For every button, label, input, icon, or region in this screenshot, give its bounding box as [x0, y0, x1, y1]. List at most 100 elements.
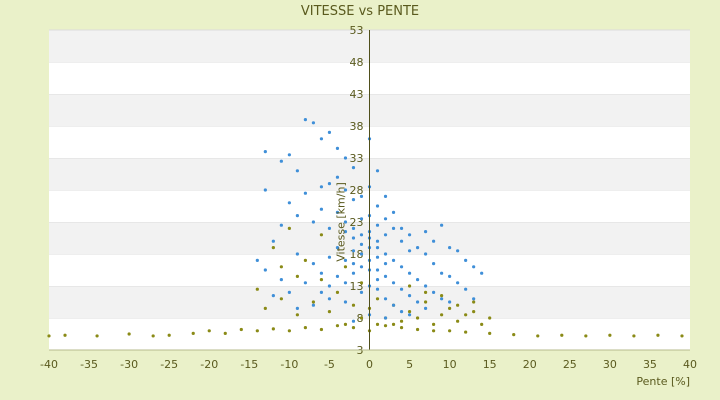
data-point — [311, 300, 316, 304]
data-point — [399, 310, 404, 314]
data-point — [464, 330, 468, 334]
data-point — [287, 153, 291, 157]
data-point — [440, 297, 444, 301]
data-point — [375, 297, 380, 301]
data-point — [359, 252, 364, 256]
data-point — [295, 169, 299, 173]
data-point — [375, 278, 380, 282]
data-point — [383, 217, 388, 221]
data-point — [415, 327, 420, 332]
data-point — [351, 166, 356, 170]
data-point — [319, 137, 324, 141]
data-point — [311, 303, 316, 307]
data-point — [488, 331, 492, 335]
data-point — [456, 303, 460, 307]
data-point — [680, 334, 684, 338]
x-tick-label: 10 — [443, 358, 457, 371]
y-tick-label: 28 — [350, 184, 364, 197]
y-tick-label: 33 — [350, 152, 364, 165]
data-point — [343, 230, 348, 234]
data-point — [415, 316, 420, 320]
data-point — [327, 284, 332, 288]
data-point — [263, 306, 267, 310]
data-point — [191, 331, 195, 335]
data-point — [127, 332, 131, 336]
data-point — [383, 252, 388, 256]
x-tick-label: -40 — [40, 358, 58, 371]
data-point — [423, 252, 428, 256]
data-point — [263, 150, 267, 154]
data-point — [303, 191, 307, 195]
x-tick-label: 0 — [366, 358, 373, 371]
data-point — [383, 233, 388, 237]
data-point — [279, 223, 283, 227]
data-point — [279, 265, 283, 269]
data-point — [472, 297, 476, 301]
data-point — [448, 306, 452, 310]
x-tick-label: 40 — [683, 358, 697, 371]
data-point — [295, 306, 299, 310]
data-point — [287, 329, 291, 333]
x-axis-label: Pente [%] — [636, 375, 690, 388]
data-point — [632, 334, 636, 338]
data-point — [351, 198, 356, 202]
data-point — [512, 333, 516, 337]
x-tick-label: -30 — [120, 358, 138, 371]
y-tick-label: 43 — [350, 88, 364, 101]
data-point — [295, 313, 299, 317]
x-tick-label: 20 — [523, 358, 537, 371]
data-point — [375, 287, 380, 291]
data-point — [391, 226, 396, 230]
data-point — [271, 294, 275, 298]
data-point — [391, 281, 396, 285]
data-point — [383, 194, 388, 198]
data-point — [351, 319, 356, 323]
data-point — [271, 239, 275, 243]
data-point — [415, 246, 420, 250]
data-point — [456, 249, 460, 253]
data-point — [279, 278, 283, 282]
data-point — [311, 262, 316, 266]
data-point — [311, 220, 316, 224]
data-point — [327, 297, 332, 301]
data-point — [343, 281, 348, 285]
data-point — [423, 306, 428, 310]
data-point — [303, 258, 307, 262]
data-point — [303, 281, 307, 285]
data-point — [464, 287, 468, 291]
y-axis-label: Vitesse [km/h] — [335, 182, 348, 262]
data-point — [407, 313, 412, 317]
data-point — [359, 265, 364, 269]
x-tick-label: 35 — [643, 358, 657, 371]
data-point — [351, 326, 356, 330]
x-tick-labels: -40 -35 -30 -25 -20 -15 -10 -5 0 5 10 15 20 25 30 35 40 — [40, 358, 697, 371]
data-point — [391, 322, 396, 326]
data-point — [319, 271, 324, 275]
data-point — [391, 303, 396, 307]
x-tick-label: 25 — [563, 358, 577, 371]
data-point — [287, 290, 291, 294]
data-point — [359, 290, 364, 294]
x-tick-label: -35 — [80, 358, 98, 371]
data-point — [375, 246, 380, 250]
data-point — [375, 268, 380, 272]
data-point — [480, 271, 484, 275]
data-point — [327, 255, 332, 259]
data-point — [383, 262, 388, 266]
data-point — [287, 201, 291, 205]
data-point — [536, 334, 540, 338]
data-point — [95, 334, 99, 338]
data-point — [432, 322, 436, 326]
data-point — [271, 246, 275, 250]
data-point — [448, 246, 452, 250]
data-point — [423, 290, 428, 294]
data-point — [343, 322, 348, 326]
data-point — [327, 130, 332, 134]
data-point — [399, 287, 404, 291]
data-point — [335, 290, 340, 294]
data-point — [440, 271, 444, 275]
data-point — [440, 223, 444, 227]
data-point — [319, 233, 324, 237]
